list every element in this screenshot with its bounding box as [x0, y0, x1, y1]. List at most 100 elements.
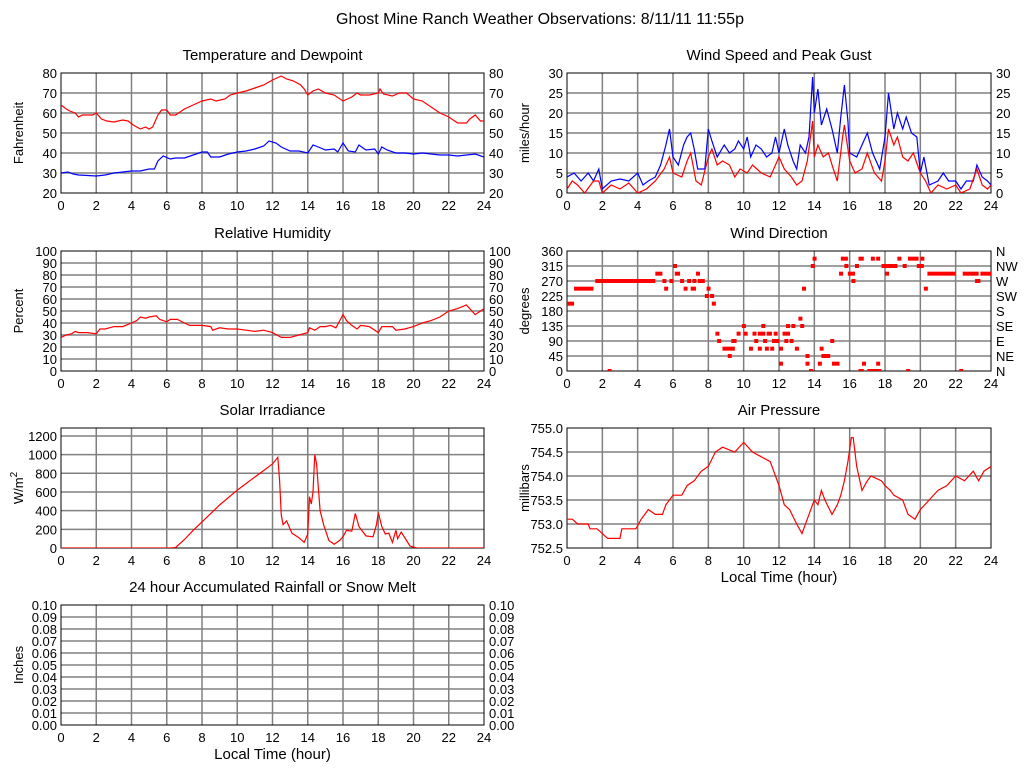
y-right-tick-label: 15 — [996, 126, 1010, 141]
wind-direction-mark — [805, 354, 810, 358]
y-tick-label: 0.01 — [32, 706, 57, 721]
y-tick-label: 15 — [549, 126, 563, 141]
y-right-tick-label: 5 — [996, 166, 1003, 181]
wind-direction-mark — [867, 369, 882, 371]
y-tick-label: 200 — [35, 522, 57, 537]
y-axis-label: Percent — [11, 288, 26, 333]
wind-direction-mark — [782, 331, 787, 336]
x-tick-label: 2 — [93, 553, 100, 568]
x-tick-label: 22 — [442, 730, 456, 745]
x-tick-label: 0 — [563, 553, 570, 568]
chart-title: Wind Speed and Peak Gust — [686, 47, 872, 64]
wind-direction-mark — [962, 271, 979, 276]
wind-direction-mark — [801, 286, 806, 291]
wind-direction-mark — [567, 301, 575, 306]
wind-direction-mark — [752, 331, 757, 336]
x-tick-label: 18 — [878, 376, 892, 391]
y-right-tick-label: 0.01 — [489, 706, 514, 721]
series-line — [567, 437, 991, 539]
y-tick-label: 270 — [541, 274, 563, 289]
y-tick-label: 50 — [43, 126, 57, 141]
x-tick-label: 20 — [406, 730, 420, 745]
wind-direction-mark — [876, 361, 881, 366]
x-tick-label: 18 — [878, 553, 892, 568]
x-tick-label: 4 — [128, 198, 135, 213]
y-right-tick-label: 30 — [996, 66, 1010, 81]
rainfall-chart: 24 hour Accumulated Rainfall or Snow Mel… — [11, 579, 514, 763]
y-right-tick-label: NE — [996, 349, 1014, 364]
y-right-tick-label: 0.05 — [489, 658, 514, 673]
y-tick-label: 0 — [556, 364, 563, 379]
y-tick-label: 752.5 — [530, 541, 563, 556]
wind-direction-mark — [761, 324, 766, 328]
y-tick-label: 70 — [43, 86, 57, 101]
x-tick-label: 12 — [265, 198, 279, 213]
plot-frame — [60, 427, 485, 549]
y-tick-label: 0.10 — [32, 598, 57, 613]
y-tick-label: 360 — [541, 244, 563, 259]
x-tick-label: 10 — [736, 376, 750, 391]
wind-direction-mark — [711, 301, 716, 306]
wind-direction-mark — [791, 324, 796, 328]
wind-direction-mark — [844, 264, 849, 268]
x-tick-label: 12 — [772, 376, 786, 391]
y-tick-label: 90 — [43, 256, 57, 271]
y-right-tick-label: 0 — [996, 186, 1003, 201]
plot-frame — [566, 72, 992, 194]
y-right-tick-label: 20 — [489, 186, 503, 201]
plot-frame — [60, 72, 485, 194]
x-tick-label: 24 — [984, 198, 998, 213]
x-tick-label: 22 — [948, 198, 962, 213]
y-right-tick-label: S — [996, 304, 1005, 319]
y-tick-label: 80 — [43, 268, 57, 283]
y-tick-label: 25 — [549, 86, 563, 101]
y-right-tick-label: 20 — [489, 340, 503, 355]
y-right-tick-label: 30 — [489, 166, 503, 181]
y-tick-label: 70 — [43, 280, 57, 295]
y-right-tick-label: 30 — [489, 328, 503, 343]
y-right-tick-label: 60 — [489, 292, 503, 307]
x-tick-label: 14 — [301, 730, 315, 745]
y-tick-label: 0.00 — [32, 718, 57, 733]
x-tick-label: 0 — [57, 198, 64, 213]
x-tick-label: 2 — [93, 198, 100, 213]
wind-direction-mark — [773, 331, 778, 336]
y-tick-label: 800 — [35, 466, 57, 481]
wind-direction-mark — [717, 339, 722, 343]
wind-direction-mark — [975, 279, 981, 283]
wind-direction-mark — [817, 361, 822, 366]
x-tick-label: 24 — [984, 376, 998, 391]
wind-direction-mark — [655, 271, 663, 276]
wind-direction-mark — [798, 316, 803, 321]
x-tick-label: 18 — [371, 730, 385, 745]
y-tick-label: 753.5 — [530, 493, 563, 508]
wind-direction-mark — [770, 346, 775, 351]
y-right-tick-label: SE — [996, 319, 1014, 334]
wind-direction-mark — [595, 279, 656, 283]
plot-frame — [566, 250, 992, 372]
plot-area — [61, 75, 484, 177]
plot-frame — [566, 427, 992, 549]
wind-direction-mark — [766, 331, 772, 336]
wind-direction-mark — [786, 331, 791, 336]
x-tick-label: 6 — [669, 553, 676, 568]
x-tick-label: 16 — [336, 376, 350, 391]
wind-direction-mark — [673, 264, 677, 268]
wind-direction-mark — [763, 339, 768, 343]
chart-title: Relative Humidity — [214, 225, 331, 242]
wind-direction-mark — [876, 256, 881, 261]
x-tick-label: 16 — [842, 198, 856, 213]
wind-direction-mark — [607, 369, 612, 371]
x-tick-label: 4 — [128, 376, 135, 391]
y-tick-label: 0.07 — [32, 634, 57, 649]
y-right-tick-label: 10 — [996, 146, 1010, 161]
x-tick-label: 2 — [599, 198, 606, 213]
wind-direction-mark — [920, 256, 925, 261]
y-right-tick-label: 0.07 — [489, 634, 514, 649]
x-tick-label: 0 — [57, 730, 64, 745]
y-tick-label: 400 — [35, 504, 57, 519]
y-tick-label: 100 — [35, 244, 57, 259]
wind-direction-mark — [779, 346, 783, 351]
wind-direction-mark — [761, 331, 766, 336]
